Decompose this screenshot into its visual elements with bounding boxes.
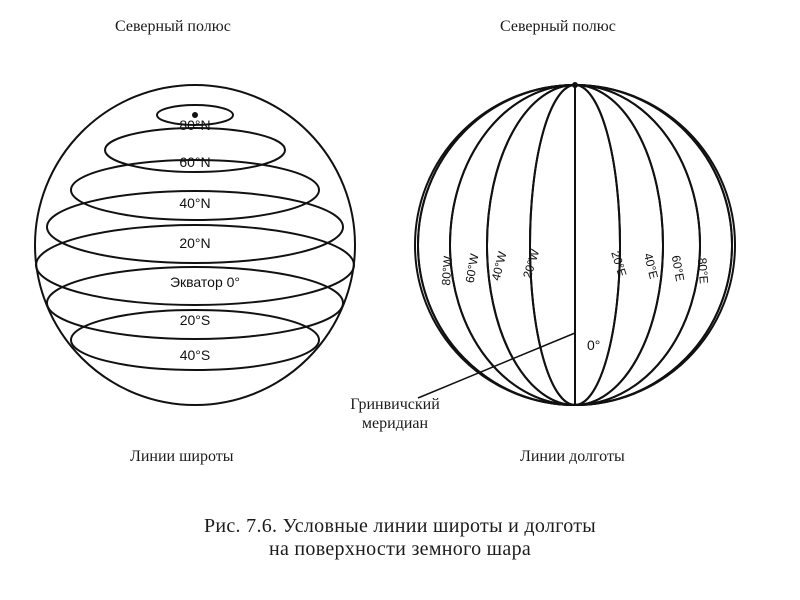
meridian-label: 60°W — [463, 252, 482, 284]
meridian-label: 80°E — [695, 257, 711, 284]
caption-line2: на поверхности земного шара — [269, 538, 531, 560]
latitude-label: 20°S — [180, 312, 211, 328]
meridian-label: 40°E — [641, 252, 661, 281]
latitude-label: 60°N — [179, 154, 210, 170]
globes-svg: 80°N60°N40°N20°NЭкватор 0°20°S40°S 80°W6… — [0, 0, 800, 520]
right-globe: 80°W60°W40°W20°W20°E40°E60°E80°E0° — [415, 82, 735, 405]
figure-caption: Рис. 7.6. Условные линии широты и долгот… — [0, 515, 800, 561]
latitude-label: 40°S — [180, 347, 211, 363]
meridian-label: 20°E — [608, 249, 629, 278]
latitude-label: 40°N — [179, 195, 210, 211]
greenwich-leader-line — [418, 333, 575, 398]
meridian-label: 60°E — [669, 254, 687, 282]
latitude-label: Экватор 0° — [170, 274, 240, 290]
meridian-label: 40°W — [489, 249, 510, 282]
latitude-label: 80°N — [179, 117, 210, 133]
latitude-label: 20°N — [179, 235, 210, 251]
zero-meridian-label: 0° — [587, 337, 600, 353]
left-globe: 80°N 60°N 40°N 20°N Экватор 0° 20°S 40°S — [35, 85, 355, 405]
